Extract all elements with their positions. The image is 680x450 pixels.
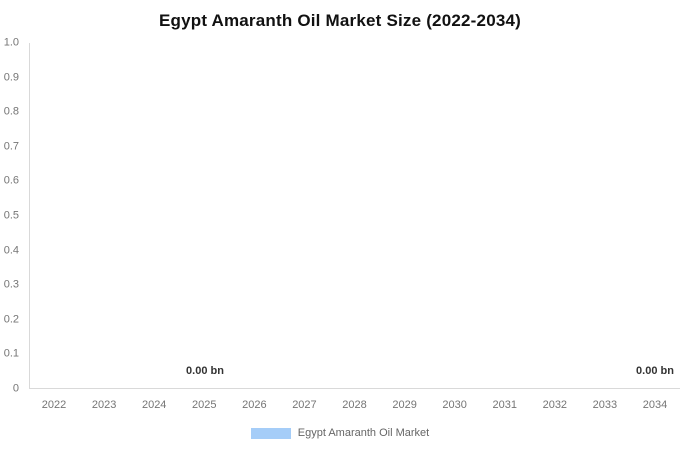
x-tick-label: 2029 — [392, 399, 417, 411]
x-tick-label: 2028 — [342, 399, 367, 411]
bar-series — [30, 43, 680, 388]
x-tick-label: 2032 — [542, 399, 568, 411]
x-tick-label: 2023 — [91, 399, 117, 411]
y-tick-label: 0.1 — [3, 347, 19, 360]
x-tick-label: 2034 — [642, 399, 668, 411]
x-tick-label: 2031 — [492, 399, 517, 411]
chart-title: Egypt Amaranth Oil Market Size (2022-203… — [158, 11, 522, 30]
data-label: 0.00 bn — [636, 365, 674, 377]
y-tick-label: 0.7 — [3, 140, 19, 153]
data-label: 0.00 bn — [186, 365, 224, 377]
y-tick-label: 0.8 — [3, 105, 19, 118]
x-tick-label: 2022 — [41, 399, 67, 411]
legend-swatch-icon — [250, 427, 291, 439]
x-tick-label: 2026 — [242, 399, 267, 411]
y-tick-label: 0.2 — [3, 313, 19, 326]
legend-item[interactable]: Egypt Amaranth Oil Market — [250, 426, 430, 440]
legend: Egypt Amaranth Oil Market — [0, 426, 680, 440]
x-tick-label: 2027 — [292, 399, 317, 411]
x-axis: 2022 2023 2024 2025 2026 2027 2028 2029 2030 2031… — [29, 399, 680, 412]
y-tick-label: 1.0 — [3, 36, 19, 49]
y-tick-label: 0.4 — [3, 244, 19, 257]
y-axis: 0 0.1 0.2 0.3 0.4 0.5 0.6 0.7 0.8 0.9 1.0 — [0, 37, 19, 394]
y-tick-label: 0 — [12, 382, 19, 395]
y-tick-label: 0.3 — [3, 278, 19, 291]
y-tick-label: 0.9 — [3, 71, 19, 84]
x-tick-label: 2025 — [192, 399, 217, 411]
x-tick-label: 2033 — [592, 399, 618, 411]
plot-area: 0.00 bn 0.00 bn — [29, 43, 680, 389]
legend-label: Egypt Amaranth Oil Market — [297, 427, 430, 439]
x-tick-label: 2030 — [442, 399, 467, 411]
y-tick-label: 0.6 — [3, 174, 19, 187]
x-tick-label: 2024 — [141, 399, 167, 411]
y-tick-label: 0.5 — [3, 209, 19, 222]
